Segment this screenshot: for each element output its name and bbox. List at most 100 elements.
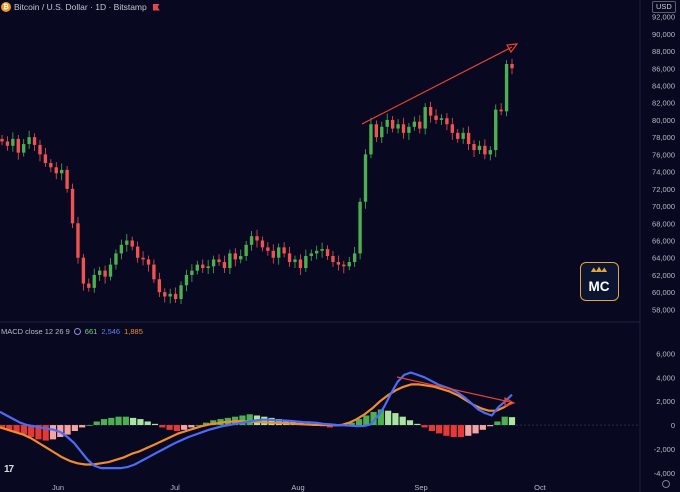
macd-tick-label: 0 — [671, 421, 675, 430]
candle — [108, 264, 113, 277]
candle — [217, 259, 221, 263]
candle — [211, 259, 216, 267]
price-tick-label: 62,000 — [652, 271, 675, 280]
price-trendline-arrowhead — [506, 43, 519, 54]
macd-histogram-bar — [64, 425, 71, 435]
macd-tick-label: 6,000 — [656, 349, 675, 358]
macd-histogram-bar — [399, 416, 406, 426]
candle — [456, 132, 460, 139]
macd-histogram-bar — [42, 425, 49, 441]
macd-histogram-bar — [0, 425, 6, 429]
macd-histogram-bar — [100, 419, 108, 426]
macd-histogram-bar — [355, 419, 363, 426]
macd-histogram-bar — [86, 425, 93, 426]
macd-histogram-bar — [363, 415, 370, 426]
candle — [325, 249, 330, 256]
macd-line — [0, 371, 513, 470]
candle — [114, 253, 118, 265]
candle — [38, 144, 42, 155]
bitcoin-icon: ₿ — [1, 2, 11, 12]
candle — [146, 259, 151, 265]
macd-histogram-bar — [501, 416, 508, 426]
macd-histogram-bar — [377, 409, 384, 426]
macd-histogram-bar — [20, 425, 27, 435]
candle — [16, 138, 20, 153]
candle — [130, 240, 134, 247]
macd-histogram-bar — [443, 425, 450, 436]
macd-histogram-bar — [137, 419, 144, 426]
candle — [363, 154, 368, 202]
macd-histogram-bar — [421, 425, 428, 428]
candle — [255, 236, 259, 241]
flag-icon[interactable] — [152, 3, 160, 11]
candle — [228, 253, 232, 269]
macd-histogram-bar — [122, 416, 129, 426]
macd-tick-label: -2,000 — [654, 445, 675, 454]
macd-histogram-bar — [246, 414, 253, 426]
price-tick-label: 76,000 — [652, 150, 675, 159]
price-tick-label: 74,000 — [652, 168, 675, 177]
price-tick-label: 58,000 — [652, 305, 675, 314]
macd-histogram-bar — [465, 425, 472, 436]
price-tick-label: 66,000 — [652, 237, 675, 246]
macd-signal-value: 1,885 — [124, 327, 143, 336]
candle — [87, 283, 91, 288]
candle — [445, 118, 449, 125]
candle — [81, 257, 86, 284]
candle — [298, 259, 303, 269]
currency-badge[interactable]: USD — [652, 1, 676, 13]
macd-legend[interactable]: MACD close 12 26 9 661 2,546 1,885 — [1, 327, 143, 336]
candle — [222, 262, 227, 269]
visibility-icon[interactable] — [73, 328, 81, 335]
candle — [380, 126, 384, 138]
candle — [347, 262, 351, 267]
candle — [504, 63, 509, 112]
macd-histogram-bar — [508, 417, 516, 426]
candle — [331, 256, 335, 263]
macd-histogram-bar — [108, 417, 115, 426]
candle — [97, 270, 102, 275]
candle — [320, 249, 324, 251]
candle — [233, 253, 237, 260]
candle — [266, 247, 270, 251]
price-trendline — [361, 46, 513, 125]
candle — [190, 270, 194, 275]
candle — [54, 167, 58, 174]
candle — [141, 257, 145, 260]
tradingview-logo-icon: 17 — [4, 464, 14, 475]
price-tick-label: 88,000 — [652, 47, 675, 56]
candle — [385, 119, 389, 127]
symbol-header[interactable]: ₿ Bitcoin / U.S. Dollar · 1D · Bitstamp — [0, 0, 160, 14]
candle — [314, 250, 319, 254]
candle — [369, 124, 373, 155]
price-tick-label: 80,000 — [652, 116, 675, 125]
candle — [287, 253, 292, 263]
candle — [0, 138, 4, 142]
candle — [483, 145, 487, 155]
price-tick-label: 92,000 — [652, 13, 675, 22]
candle — [27, 137, 31, 145]
candle — [477, 145, 482, 151]
candle — [494, 109, 498, 151]
macd-histogram-bar — [479, 425, 486, 430]
candle — [5, 141, 10, 146]
candle — [125, 240, 129, 245]
macd-histogram-bar — [188, 425, 195, 428]
candle — [412, 121, 417, 127]
gear-icon[interactable] — [662, 480, 670, 488]
candle — [499, 109, 503, 112]
price-tick-label: 68,000 — [652, 219, 675, 228]
macd-histogram-bar — [472, 425, 479, 434]
macd-histogram-bar — [166, 425, 173, 430]
candle — [401, 124, 406, 133]
candle — [461, 132, 465, 139]
month-tick-label: Sep — [414, 483, 427, 492]
candle — [65, 169, 69, 189]
macd-histogram-bar — [487, 425, 494, 427]
candle — [184, 274, 189, 286]
macd-histogram-bar — [261, 416, 268, 426]
price-tick-label: 82,000 — [652, 99, 675, 108]
svg-text:MC: MC — [589, 279, 610, 294]
candle — [22, 144, 26, 153]
